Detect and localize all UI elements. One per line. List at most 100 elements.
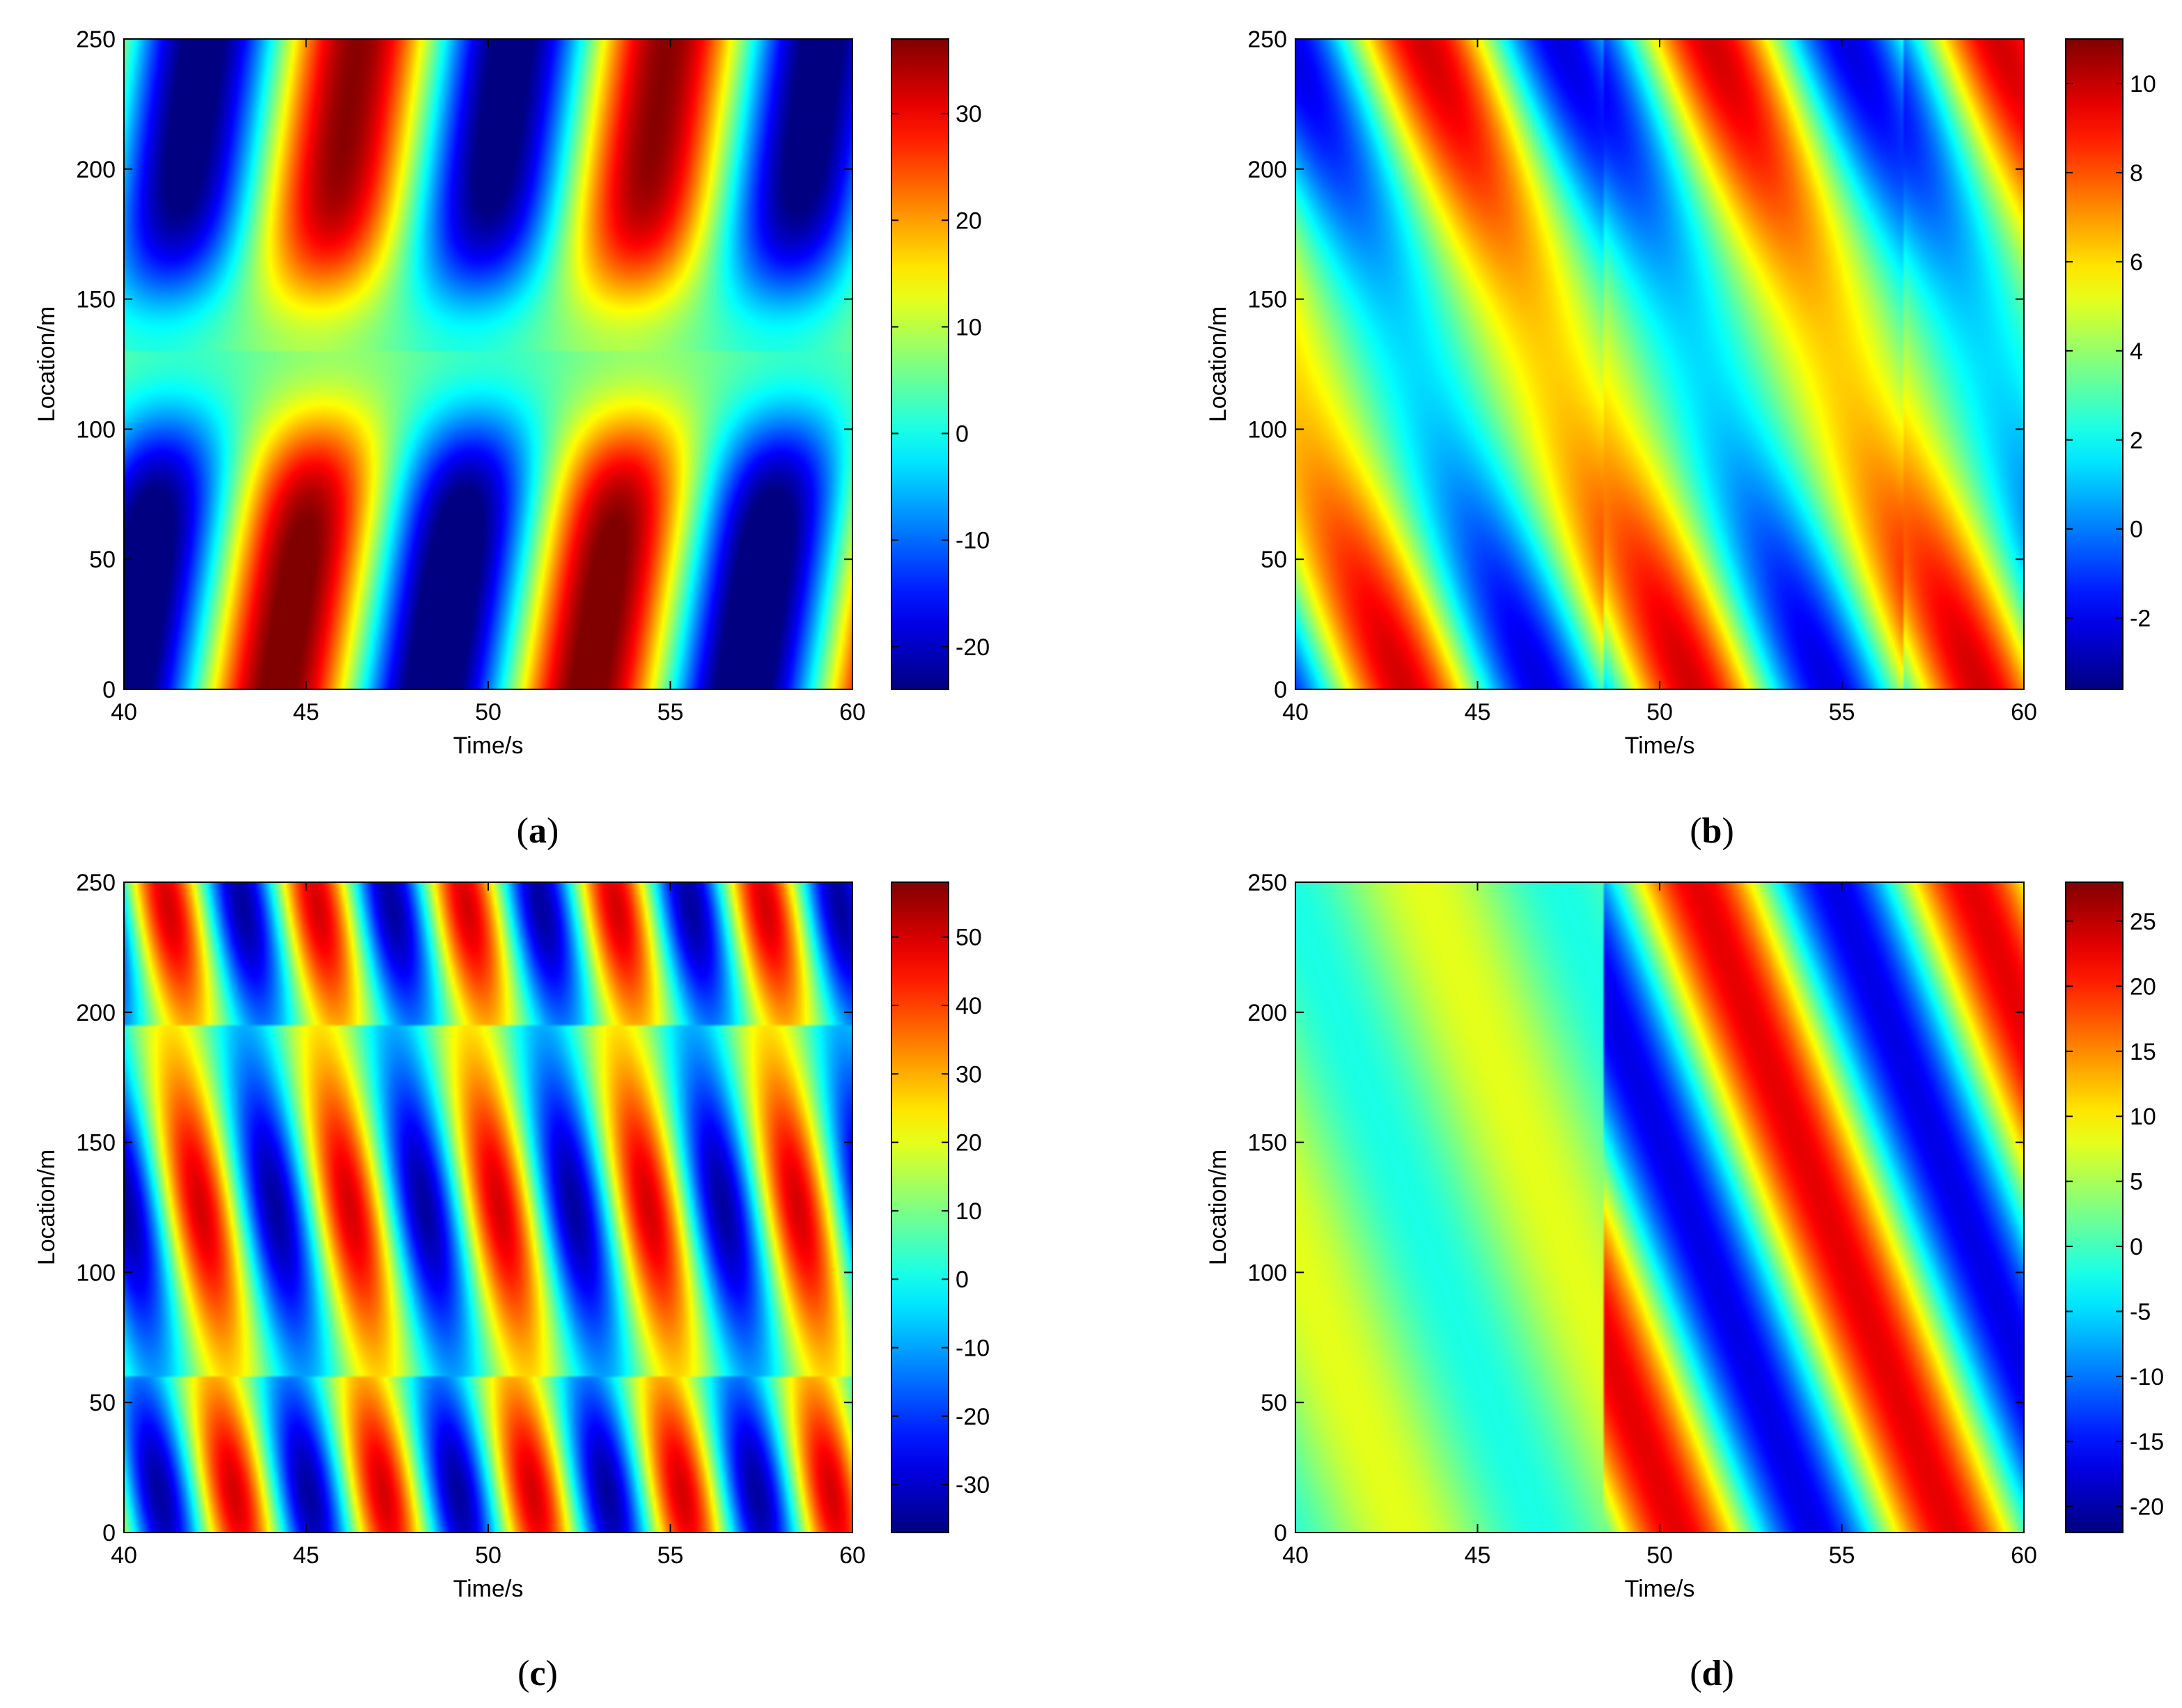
x-tick-label: 55 bbox=[657, 1542, 684, 1569]
x-tick-label: 45 bbox=[1465, 699, 1491, 726]
x-tick-label: 60 bbox=[839, 699, 866, 726]
colorbar bbox=[2065, 882, 2123, 1533]
colorbar-tick-label: 10 bbox=[2130, 71, 2156, 97]
colorbar bbox=[891, 882, 949, 1533]
colorbar-tick-label: 25 bbox=[2130, 909, 2156, 935]
colorbar-tick-label: 20 bbox=[2130, 973, 2156, 1000]
colorbar-tick-label: -10 bbox=[2130, 1364, 2164, 1390]
x-tick-label: 50 bbox=[1646, 699, 1673, 726]
heatmap-image bbox=[1295, 39, 2024, 689]
colorbar-tick-label: 4 bbox=[2130, 338, 2143, 365]
x-tick-label: 60 bbox=[2011, 1542, 2037, 1569]
y-tick-label: 100 bbox=[1247, 416, 1287, 443]
x-axis-label: Time/s bbox=[453, 1576, 524, 1602]
colorbar bbox=[2065, 38, 2123, 690]
y-tick-label: 50 bbox=[1261, 1390, 1287, 1416]
colorbar-tick-label: 15 bbox=[2130, 1039, 2156, 1065]
colorbar-tick-label: -10 bbox=[956, 1335, 990, 1362]
y-tick-label: 150 bbox=[1247, 287, 1287, 313]
x-tick-label: 50 bbox=[475, 699, 501, 726]
colorbar-tick-label: 50 bbox=[956, 925, 982, 951]
x-tick-label: 50 bbox=[1646, 1542, 1673, 1569]
y-tick-label: 100 bbox=[76, 416, 116, 443]
panel-c: 40 45 50 55 60050100150200250Time/sLocation/… bbox=[33, 870, 990, 1693]
colorbar-tick-label: 20 bbox=[956, 1130, 982, 1157]
x-tick-label: 55 bbox=[657, 699, 684, 726]
x-tick-label: 40 bbox=[111, 699, 137, 726]
colorbar-tick-label: 8 bbox=[2130, 160, 2143, 187]
colorbar-tick-label: 40 bbox=[956, 993, 982, 1019]
x-tick-label: 45 bbox=[293, 1542, 320, 1569]
x-tick-label: 45 bbox=[293, 699, 320, 726]
colorbar-tick-label: 0 bbox=[2130, 517, 2143, 543]
colorbar-tick-label: -15 bbox=[2130, 1429, 2164, 1455]
heatmap-image bbox=[1295, 882, 2024, 1533]
y-tick-label: 250 bbox=[76, 26, 116, 53]
y-tick-label: 50 bbox=[1261, 547, 1287, 573]
x-axis-label: Time/s bbox=[1625, 1576, 1695, 1602]
y-tick-label: 0 bbox=[1274, 677, 1287, 703]
panel-caption: (b) bbox=[1690, 811, 1734, 851]
y-tick-label: 150 bbox=[1247, 1130, 1287, 1157]
y-tick-label: 0 bbox=[102, 1520, 116, 1546]
y-tick-label: 250 bbox=[1247, 870, 1287, 896]
panel-d: 40 45 50 55 60050100150200250Time/sLocation/… bbox=[1205, 870, 2164, 1693]
panel-b: 40 45 50 55 60050100150200250Time/sLocation/… bbox=[1205, 26, 2156, 851]
y-tick-label: 200 bbox=[76, 1000, 116, 1026]
colorbar-tick-label: 2 bbox=[2130, 428, 2143, 454]
colorbar-tick-label: 5 bbox=[2130, 1169, 2143, 1196]
y-tick-label: 200 bbox=[76, 157, 116, 183]
panel-a: 40 45 50 55 60050100150200250Time/sLocation/… bbox=[33, 26, 990, 851]
panel-caption: (c) bbox=[517, 1654, 558, 1693]
x-tick-label: 45 bbox=[1465, 1542, 1491, 1569]
colorbar-tick-label: 10 bbox=[2130, 1104, 2156, 1130]
x-tick-label: 55 bbox=[1829, 1542, 1855, 1569]
x-tick-label: 60 bbox=[839, 1542, 866, 1569]
y-tick-label: 100 bbox=[76, 1260, 116, 1286]
panel-caption: (a) bbox=[517, 811, 559, 851]
colorbar-tick-label: -20 bbox=[956, 634, 990, 661]
colorbar-tick-label: -2 bbox=[2130, 606, 2151, 632]
colorbar-tick-label: 0 bbox=[2130, 1234, 2143, 1260]
colorbar-tick-label: 6 bbox=[2130, 249, 2143, 276]
colorbar-tick-label: -20 bbox=[2130, 1494, 2164, 1521]
x-tick-label: 55 bbox=[1829, 699, 1855, 726]
panel-caption: (d) bbox=[1690, 1654, 1734, 1693]
colorbar-tick-label: 0 bbox=[956, 421, 969, 448]
x-tick-label: 50 bbox=[475, 1542, 501, 1569]
colorbar-tick-label: 10 bbox=[956, 1198, 982, 1225]
y-tick-label: 200 bbox=[1247, 157, 1287, 183]
x-tick-label: 40 bbox=[1282, 699, 1309, 726]
y-tick-label: 50 bbox=[89, 1390, 116, 1416]
y-tick-label: 0 bbox=[1274, 1520, 1287, 1546]
colorbar-tick-label: 30 bbox=[956, 1061, 982, 1088]
colorbar-tick-label: 20 bbox=[956, 207, 982, 234]
y-tick-label: 0 bbox=[102, 677, 116, 703]
x-tick-label: 60 bbox=[2011, 699, 2037, 726]
y-tick-label: 50 bbox=[89, 547, 116, 573]
colorbar-tick-label: 10 bbox=[956, 314, 982, 340]
colorbar-tick-label: -10 bbox=[956, 528, 990, 554]
y-axis-label: Location/m bbox=[1205, 1150, 1231, 1265]
colorbar-tick-label: -20 bbox=[956, 1404, 990, 1430]
heatmap-image bbox=[124, 882, 852, 1533]
colorbar-tick-label: -5 bbox=[2130, 1299, 2151, 1325]
x-tick-label: 40 bbox=[111, 1542, 137, 1569]
y-tick-label: 150 bbox=[76, 1130, 116, 1157]
y-tick-label: 250 bbox=[1247, 26, 1287, 53]
y-tick-label: 200 bbox=[1247, 1000, 1287, 1026]
y-tick-label: 150 bbox=[76, 287, 116, 313]
x-tick-label: 40 bbox=[1282, 1542, 1309, 1569]
heatmap-image bbox=[124, 39, 852, 689]
x-axis-label: Time/s bbox=[453, 732, 524, 759]
y-tick-label: 250 bbox=[76, 870, 116, 896]
y-axis-label: Location/m bbox=[33, 1150, 60, 1265]
colorbar bbox=[891, 38, 949, 690]
y-axis-label: Location/m bbox=[33, 306, 60, 422]
y-axis-label: Location/m bbox=[1205, 306, 1231, 422]
y-tick-label: 100 bbox=[1247, 1260, 1287, 1286]
colorbar-tick-label: -30 bbox=[956, 1472, 990, 1498]
colorbar-tick-label: 0 bbox=[956, 1267, 969, 1293]
colorbar-tick-label: 30 bbox=[956, 101, 982, 127]
